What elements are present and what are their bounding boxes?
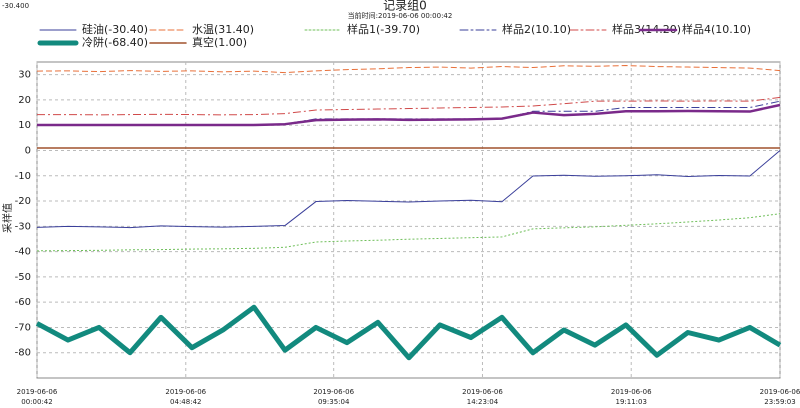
y-tick-label: 30: [18, 70, 31, 81]
data-line: [37, 100, 781, 126]
data-line: [37, 103, 781, 127]
data-line: [36, 213, 781, 252]
chart-title: 记录组0: [383, 0, 427, 13]
legend-label: 水温(31.40): [192, 23, 254, 36]
legend-label: 样品1(-39.70): [347, 22, 420, 36]
y-tick-label: -50: [15, 272, 31, 283]
x-tick-label: 2019-06-06 09:35:04: [313, 388, 354, 406]
legend-label: 样品2(10.10): [502, 22, 571, 36]
legend-label: 样品4(10.10): [682, 22, 751, 36]
x-tick-label: 2019-06-06 00:00:42: [17, 388, 58, 406]
x-tick-label: 2019-06-06 23:59:03: [760, 388, 800, 406]
data-line: [36, 65, 781, 74]
y-tick-label: 20: [18, 95, 31, 106]
y-tick-label: -20: [15, 196, 31, 207]
data-line: [36, 150, 781, 229]
y-tick-label: -30: [15, 221, 31, 232]
data-line: [37, 96, 781, 116]
x-tick-label: 2019-06-06 14:23:04: [462, 388, 503, 406]
y-tick-label: 10: [18, 120, 31, 131]
y-tick-label: -40: [15, 247, 31, 258]
y-tick-label: -80: [15, 348, 31, 359]
y-tick-label: -60: [15, 297, 31, 308]
y-tick-label: -70: [15, 322, 31, 333]
chart-subtitle: 当前时间:2019-06-06 00:00:42: [348, 11, 453, 20]
y-tick-label: -10: [15, 171, 31, 182]
x-tick-label: 2019-06-06 04:48:42: [165, 388, 206, 406]
x-tick-label: 2019-06-06 19:11:03: [611, 388, 652, 406]
y-axis-label: 采样值: [1, 203, 14, 233]
y-tick-label: 0: [25, 145, 31, 156]
legend-label: 硅油(-30.40): [82, 22, 148, 36]
legend-label: 真空(1.00): [192, 35, 247, 49]
legend-label: 冷阱(-68.40): [82, 35, 148, 49]
data-line: [35, 304, 782, 361]
corner-value: -30.400: [2, 2, 29, 10]
